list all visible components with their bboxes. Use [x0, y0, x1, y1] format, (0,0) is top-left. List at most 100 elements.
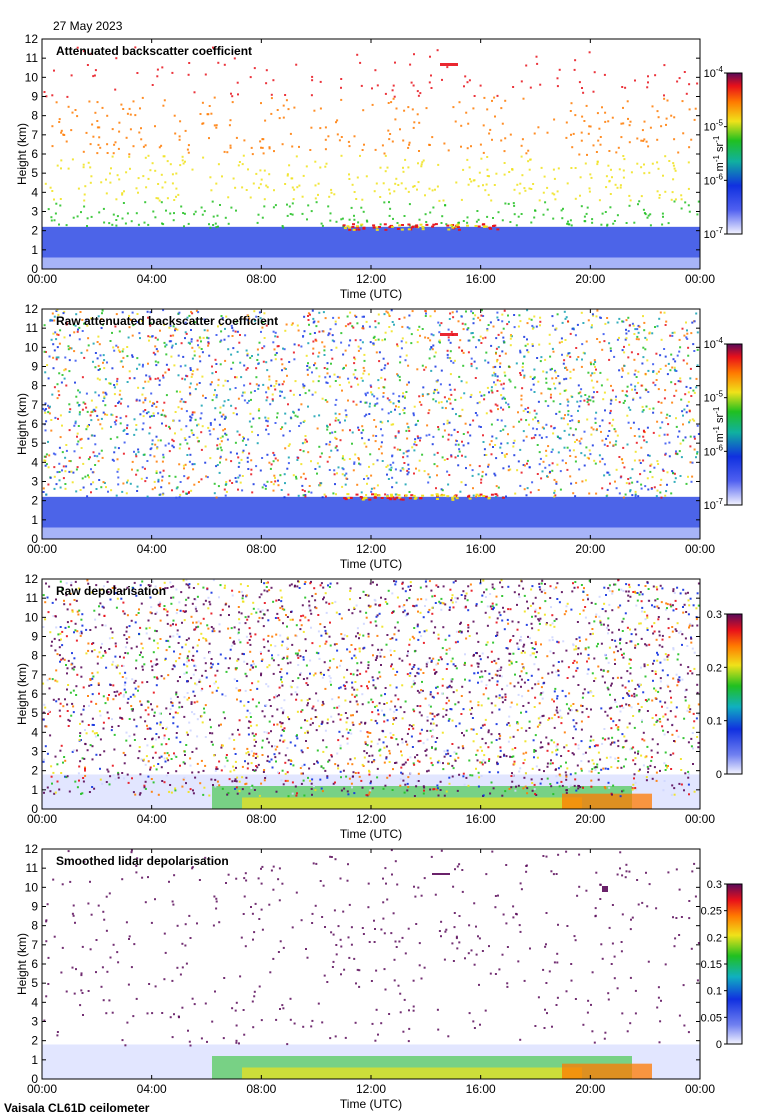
- panel-3: Raw depolarisation0123456789101112Height…: [15, 572, 743, 841]
- x-tick-label: 08:00: [246, 1082, 276, 1096]
- y-tick-label: 0: [31, 1072, 38, 1086]
- y-tick-label: 3: [31, 1015, 38, 1029]
- plot-area: [42, 849, 700, 1079]
- y-tick-label: 4: [31, 185, 38, 199]
- x-tick-label: 00:00: [685, 542, 715, 556]
- colorbar-tick-label: 10-5: [704, 390, 724, 405]
- x-axis-label: Time (UTC): [340, 1097, 402, 1111]
- panel-1: Attenuated backscatter coefficient012345…: [15, 32, 743, 301]
- x-tick-label: 16:00: [466, 542, 496, 556]
- x-axis-label: Time (UTC): [340, 827, 402, 841]
- y-tick-label: 9: [31, 630, 38, 644]
- y-tick-label: 11: [26, 51, 39, 65]
- colorbar-gradient: [726, 613, 743, 775]
- y-tick-label: 6: [31, 147, 38, 161]
- y-tick-label: 4: [31, 725, 38, 739]
- y-tick-label: 6: [31, 417, 38, 431]
- y-tick-label: 12: [25, 302, 39, 316]
- y-tick-label: 8: [31, 919, 38, 933]
- y-tick-label: 2: [31, 494, 38, 508]
- y-tick-label: 11: [26, 861, 39, 875]
- colorbar-tick-label: 0.1: [707, 986, 722, 998]
- x-tick-label: 16:00: [466, 1082, 496, 1096]
- y-tick-label: 1: [31, 243, 38, 257]
- panel-4: Smoothed lidar depolarisation01234567891…: [15, 842, 743, 1111]
- y-tick-label: 7: [31, 938, 38, 952]
- y-axis-label: Height (km): [15, 663, 29, 725]
- y-tick-label: 0: [31, 802, 38, 816]
- y-tick-label: 7: [31, 128, 38, 142]
- x-tick-label: 00:00: [27, 812, 57, 826]
- panel-2: Raw attenuated backscatter coefficient 0 1…: [15, 302, 743, 571]
- y-tick-label: 2: [31, 224, 38, 238]
- y-tick-label: 5: [31, 706, 38, 720]
- colorbar: 0 0.05 0.1 0.15 0.2 0.25 0.3: [701, 879, 743, 1051]
- y-tick-label: 3: [31, 745, 38, 759]
- x-tick-label: 12:00: [356, 812, 386, 826]
- y-tick-label: 8: [31, 649, 38, 663]
- colorbar-tick-label: 10-6: [704, 172, 724, 187]
- y-tick-label: 6: [31, 687, 38, 701]
- colorbar-tick-label: 0: [716, 769, 722, 781]
- colorbar-tick-label: 10-5: [704, 119, 724, 134]
- plot-area: [42, 579, 700, 809]
- y-tick-label: 6: [31, 957, 38, 971]
- colorbar-tick-label: 10-7: [704, 226, 724, 241]
- y-tick-label: 7: [31, 398, 38, 412]
- colorbar-tick-label: 10-7: [704, 497, 724, 512]
- y-tick-label: 12: [25, 572, 39, 586]
- panel-title: Raw depolarisation: [56, 584, 166, 598]
- colorbar: 10-7 10-6 10-5 10-4 m-1 sr-1: [704, 65, 743, 241]
- instrument-label: Vaisala CL61D ceilometer: [4, 1101, 150, 1115]
- y-tick-label: 10: [25, 610, 39, 624]
- y-tick-label: 7: [31, 668, 38, 682]
- x-tick-label: 00:00: [27, 542, 57, 556]
- colorbar-tick-label: 10-4: [704, 65, 724, 80]
- y-tick-label: 0: [31, 262, 38, 276]
- colorbar-tick-label: 0.2: [707, 662, 722, 674]
- x-tick-label: 00:00: [27, 1082, 57, 1096]
- colorbar-tick-label: 0.3: [707, 609, 722, 621]
- colorbar-tick-label: 0.15: [701, 959, 722, 971]
- y-tick-label: 4: [31, 995, 38, 1009]
- y-tick-label: 11: [26, 591, 39, 605]
- colorbar-tick-label: 0.2: [707, 932, 722, 944]
- y-tick-label: 1: [31, 513, 38, 527]
- x-tick-label: 20:00: [575, 272, 605, 286]
- heatmap-field: [42, 849, 700, 1079]
- x-tick-label: 16:00: [466, 812, 496, 826]
- colorbar-gradient: [726, 883, 743, 1045]
- y-tick-label: 3: [31, 205, 38, 219]
- y-tick-label: 2: [31, 1034, 38, 1048]
- colorbar-tick-label: 0.3: [707, 879, 722, 891]
- y-tick-label: 10: [25, 70, 39, 84]
- y-tick-label: 8: [31, 379, 38, 393]
- x-tick-label: 12:00: [356, 542, 386, 556]
- y-tick-label: 1: [31, 1053, 38, 1067]
- panel-title: Raw attenuated backscatter coefficient: [56, 314, 278, 328]
- y-tick-label: 5: [31, 436, 38, 450]
- x-tick-label: 20:00: [575, 542, 605, 556]
- x-tick-label: 04:00: [137, 1082, 167, 1096]
- y-tick-label: 10: [25, 340, 39, 354]
- heatmap-field: [42, 309, 700, 539]
- heatmap-field: [42, 46, 700, 269]
- x-tick-label: 12:00: [356, 272, 386, 286]
- y-tick-label: 4: [31, 455, 38, 469]
- y-tick-label: 9: [31, 90, 38, 104]
- x-tick-label: 00:00: [27, 272, 57, 286]
- x-tick-label: 16:00: [466, 272, 496, 286]
- x-tick-label: 08:00: [246, 272, 276, 286]
- x-axis-label: Time (UTC): [340, 287, 402, 301]
- colorbar-gradient: [726, 343, 743, 506]
- colorbar-unit-label: m-1 sr-1: [712, 135, 726, 171]
- colorbar-tick-label: 0.05: [701, 1012, 722, 1024]
- y-tick-label: 5: [31, 976, 38, 990]
- x-tick-label: 12:00: [356, 1082, 386, 1096]
- x-tick-label: 04:00: [137, 542, 167, 556]
- colorbar: 10-7 10-6 10-5 10-4 m-1 sr-1: [704, 336, 743, 512]
- y-tick-label: 3: [31, 475, 38, 489]
- x-tick-label: 00:00: [685, 272, 715, 286]
- y-axis-label: Height (km): [15, 393, 29, 455]
